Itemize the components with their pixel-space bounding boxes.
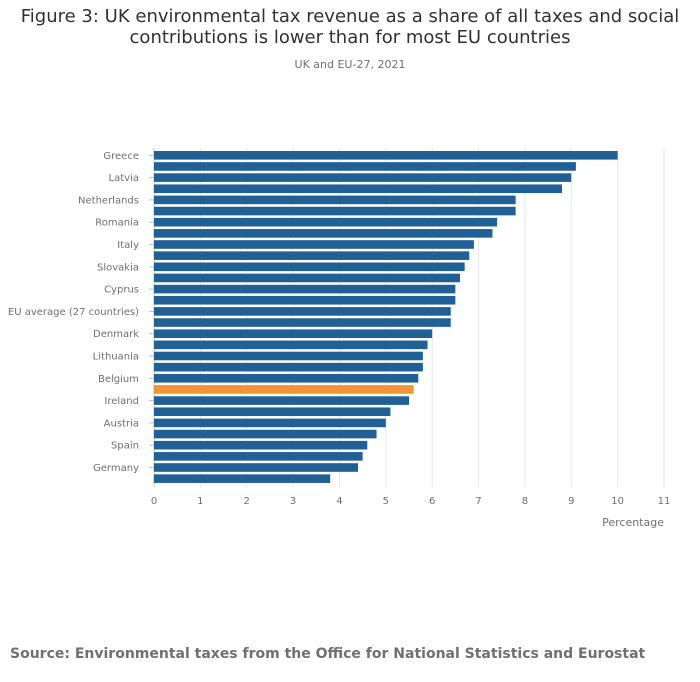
y-tick-label: Lithuania — [93, 352, 139, 363]
y-tick-label: Greece — [103, 151, 139, 162]
bar — [154, 318, 451, 327]
bar — [154, 162, 576, 171]
x-tick-label: 6 — [429, 496, 435, 507]
bar — [154, 329, 433, 338]
y-axis-labels: Greece Latvia Netherlands Romania Italy Slova… — [8, 151, 154, 474]
bar — [154, 452, 363, 461]
grid-lines — [153, 148, 665, 488]
bar — [154, 240, 474, 249]
bar — [154, 351, 423, 361]
bar — [154, 284, 456, 294]
y-tick-label: Slovakia — [97, 262, 139, 273]
bar — [154, 340, 428, 350]
chart-title-line-2: contributions is lower than for most EU … — [129, 27, 571, 48]
x-tick-label: 10 — [611, 496, 624, 507]
bar — [154, 307, 451, 316]
x-tick-label: 5 — [383, 496, 389, 507]
x-tick-label: 7 — [475, 496, 481, 507]
chart-subtitle: UK and EU-27, 2021 — [294, 58, 406, 71]
bar — [154, 206, 516, 216]
source-note: Source: Environmental taxes from the Off… — [10, 646, 646, 662]
bar — [154, 440, 368, 450]
y-tick-label: Latvia — [109, 173, 139, 184]
x-tick-label: 3 — [290, 496, 296, 507]
bar — [154, 374, 419, 383]
bar — [154, 273, 460, 283]
bar — [154, 229, 493, 238]
x-tick-label: 0 — [151, 496, 157, 507]
bar — [154, 362, 423, 372]
y-tick-label: Belgium — [98, 374, 139, 385]
x-tick-label: 11 — [658, 496, 671, 507]
bar — [154, 251, 470, 260]
x-axis-title: Percentage — [602, 516, 664, 529]
bar — [154, 217, 498, 227]
bar — [154, 295, 456, 305]
bar — [154, 262, 465, 272]
x-tick-label: 4 — [336, 496, 342, 507]
bar — [154, 173, 572, 182]
bar — [154, 151, 618, 160]
bar — [154, 184, 562, 194]
chart-title: Figure 3: UK environmental tax revenue a… — [0, 6, 700, 48]
bar — [154, 418, 386, 428]
bar — [154, 474, 331, 483]
y-tick-label: Italy — [117, 240, 139, 251]
x-tick-label: 9 — [568, 496, 574, 507]
x-tick-label: 8 — [522, 496, 528, 507]
bar — [154, 396, 409, 405]
bar — [154, 429, 377, 439]
bar — [154, 407, 391, 417]
x-axis-labels: 0 1 2 3 4 5 6 7 8 9 10 11 — [151, 496, 671, 507]
bar — [154, 463, 358, 472]
bar — [154, 195, 516, 205]
y-tick-label: Austria — [104, 418, 139, 429]
bars — [154, 151, 618, 483]
x-tick-label: 1 — [197, 496, 203, 507]
x-tick-label: 2 — [244, 496, 250, 507]
y-tick-label: Spain — [111, 441, 139, 452]
bar-highlight — [154, 385, 414, 394]
y-tick-label: Germany — [93, 463, 139, 474]
y-tick-label: Cyprus — [104, 285, 139, 296]
y-tick-label: Romania — [95, 218, 139, 229]
y-tick-label: EU average (27 countries) — [8, 307, 139, 318]
chart-title-line-1: Figure 3: UK environmental tax revenue a… — [20, 6, 680, 27]
y-tick-label: Ireland — [104, 396, 139, 407]
y-tick-label: Netherlands — [78, 195, 139, 206]
y-tick-label: Denmark — [93, 329, 139, 340]
